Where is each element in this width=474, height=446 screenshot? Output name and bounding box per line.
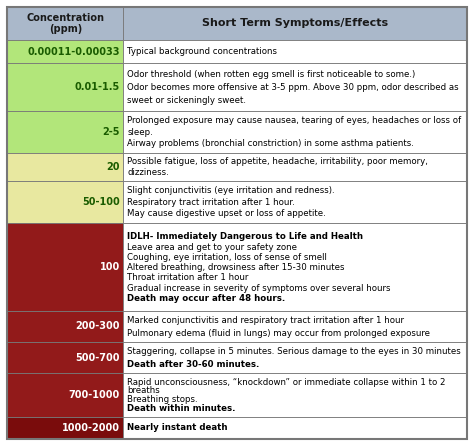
Text: Breathing stops.: Breathing stops.: [127, 395, 198, 405]
Bar: [7, 417, 123, 439]
Text: 700-1000: 700-1000: [69, 390, 120, 400]
Bar: [7, 310, 123, 342]
Text: Throat irritation after 1 hour: Throat irritation after 1 hour: [127, 273, 248, 282]
Text: Slight conjunctivitis (eye irritation and redness).: Slight conjunctivitis (eye irritation an…: [127, 186, 335, 195]
Text: Death after 30-60 minutes.: Death after 30-60 minutes.: [127, 360, 260, 369]
Text: sleep.: sleep.: [127, 128, 153, 136]
Bar: [7, 181, 123, 223]
Bar: [123, 63, 467, 111]
Bar: [123, 342, 467, 373]
Bar: [7, 7, 123, 40]
Text: Nearly instant death: Nearly instant death: [127, 423, 228, 433]
Text: 50-100: 50-100: [82, 197, 120, 207]
Bar: [7, 111, 123, 153]
Text: 2-5: 2-5: [102, 127, 120, 136]
Bar: [7, 40, 123, 63]
Bar: [123, 181, 467, 223]
Bar: [123, 111, 467, 153]
Bar: [123, 373, 467, 417]
Bar: [123, 40, 467, 63]
Text: Altered breathing, drowsiness after 15-30 minutes: Altered breathing, drowsiness after 15-3…: [127, 263, 345, 272]
Text: Concentration
(ppm): Concentration (ppm): [26, 12, 104, 34]
Bar: [7, 153, 123, 181]
Text: breaths: breaths: [127, 387, 160, 396]
Text: sweet or sickeningly sweet.: sweet or sickeningly sweet.: [127, 96, 246, 105]
Text: Coughing, eye irritation, loss of sense of smell: Coughing, eye irritation, loss of sense …: [127, 253, 327, 262]
Text: Death within minutes.: Death within minutes.: [127, 404, 236, 413]
Bar: [7, 63, 123, 111]
Bar: [7, 342, 123, 373]
Text: dizziness.: dizziness.: [127, 168, 169, 178]
Text: 500-700: 500-700: [76, 353, 120, 363]
Text: Odor becomes more offensive at 3-5 ppm. Above 30 ppm, odor described as: Odor becomes more offensive at 3-5 ppm. …: [127, 83, 459, 92]
Bar: [7, 373, 123, 417]
Text: Death may occur after 48 hours.: Death may occur after 48 hours.: [127, 294, 285, 303]
Text: Respiratory tract irritation after 1 hour.: Respiratory tract irritation after 1 hou…: [127, 198, 295, 207]
Text: Short Term Symptoms/Effects: Short Term Symptoms/Effects: [202, 18, 388, 29]
Bar: [123, 153, 467, 181]
Text: 1000-2000: 1000-2000: [62, 423, 120, 433]
Bar: [123, 310, 467, 342]
Text: 200-300: 200-300: [76, 321, 120, 331]
Bar: [123, 417, 467, 439]
Text: Pulmonary edema (fluid in lungs) may occur from prolonged exposure: Pulmonary edema (fluid in lungs) may occ…: [127, 329, 430, 338]
Text: Prolonged exposure may cause nausea, tearing of eyes, headaches or loss of: Prolonged exposure may cause nausea, tea…: [127, 116, 461, 125]
Text: Possible fatigue, loss of appetite, headache, irritability, poor memory,: Possible fatigue, loss of appetite, head…: [127, 157, 428, 166]
Text: Typical background concentrations: Typical background concentrations: [127, 47, 277, 56]
Text: Leave area and get to your safety zone: Leave area and get to your safety zone: [127, 243, 297, 252]
Text: Rapid unconsciousness, “knockdown” or immediate collapse within 1 to 2: Rapid unconsciousness, “knockdown” or im…: [127, 378, 446, 387]
Text: May cause digestive upset or loss of appetite.: May cause digestive upset or loss of app…: [127, 209, 326, 219]
Text: Staggering, collapse in 5 minutes. Serious damage to the eyes in 30 minutes: Staggering, collapse in 5 minutes. Serio…: [127, 347, 461, 356]
Text: 0.01-1.5: 0.01-1.5: [75, 82, 120, 92]
Bar: [123, 223, 467, 310]
Bar: [7, 223, 123, 310]
Text: Odor threshold (when rotten egg smell is first noticeable to some.): Odor threshold (when rotten egg smell is…: [127, 70, 416, 78]
Text: Marked conjunctivitis and respiratory tract irritation after 1 hour: Marked conjunctivitis and respiratory tr…: [127, 316, 404, 325]
Text: Gradual increase in severity of symptoms over several hours: Gradual increase in severity of symptoms…: [127, 284, 391, 293]
Text: IDLH- Immediately Dangerous to Life and Health: IDLH- Immediately Dangerous to Life and …: [127, 232, 363, 241]
Text: 20: 20: [107, 162, 120, 172]
Bar: [123, 7, 467, 40]
Text: 0.00011-0.00033: 0.00011-0.00033: [27, 46, 120, 57]
Text: 100: 100: [100, 262, 120, 272]
Text: Airway problems (bronchial constriction) in some asthma patients.: Airway problems (bronchial constriction)…: [127, 139, 414, 148]
